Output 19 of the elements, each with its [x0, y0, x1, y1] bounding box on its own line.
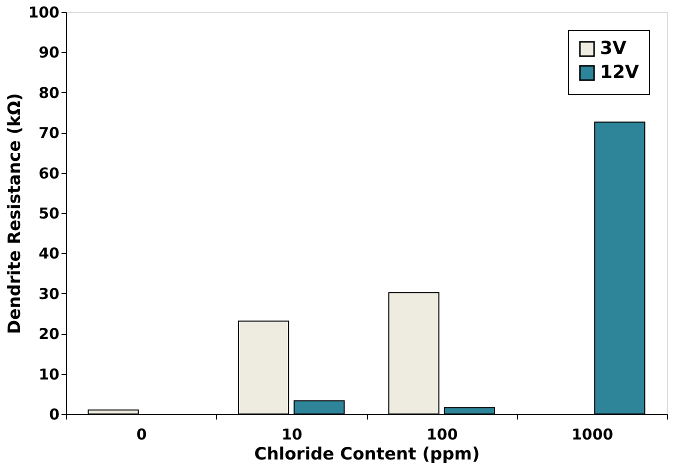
y-tick-label: 40: [38, 244, 60, 263]
y-tick-label: 70: [38, 124, 60, 142]
y-tick-label: 90: [38, 44, 60, 62]
y-tick-label: 100: [28, 4, 60, 22]
x-tick-label: 10: [281, 426, 302, 444]
x-tick-label: 1000: [572, 426, 614, 444]
y-tick-label: 0: [49, 406, 60, 424]
y-tick-label: 10: [38, 365, 60, 384]
x-tick-label: 100: [426, 426, 458, 444]
y-tick-label: 30: [38, 284, 60, 303]
y-tick-label: 50: [38, 204, 60, 222]
legend-label: 3V: [600, 38, 627, 59]
y-axis-title: Dendrite Resistance (kΩ): [5, 93, 26, 334]
y-tick-label: 80: [38, 84, 60, 102]
y-tick-label: 60: [38, 164, 60, 182]
x-axis-title: Chloride Content (ppm): [254, 444, 480, 464]
x-tick-label: 0: [136, 426, 147, 444]
y-tick-label: 20: [38, 325, 60, 344]
legend-label: 12V: [600, 62, 640, 83]
